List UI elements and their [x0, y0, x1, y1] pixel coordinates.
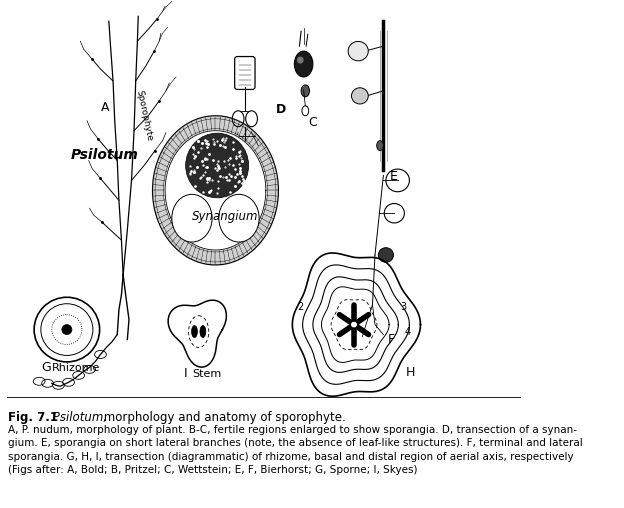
Text: I: I — [183, 367, 187, 380]
Polygon shape — [293, 253, 421, 396]
Ellipse shape — [200, 326, 206, 337]
Text: C: C — [309, 116, 318, 129]
Polygon shape — [168, 300, 227, 367]
Text: A: A — [100, 101, 109, 114]
Polygon shape — [165, 131, 266, 250]
Text: G: G — [42, 361, 51, 374]
Text: (Figs after: A, Bold; B, Pritzel; C, Wettstein; E, F, Bierhorst; G, Sporne; I, S: (Figs after: A, Bold; B, Pritzel; C, Wet… — [8, 465, 417, 475]
Text: gium. E, sporangia on short lateral branches (note, the absence of leaf-like str: gium. E, sporangia on short lateral bran… — [8, 438, 583, 449]
Ellipse shape — [297, 56, 304, 64]
Ellipse shape — [172, 195, 212, 242]
Text: Sporophyte: Sporophyte — [134, 89, 154, 142]
Text: E: E — [390, 170, 398, 183]
Circle shape — [351, 88, 368, 104]
Text: D: D — [276, 103, 286, 116]
Text: A, P. nudum, morphology of plant. B-C, fertile regions enlarged to show sporangi: A, P. nudum, morphology of plant. B-C, f… — [8, 425, 577, 435]
Text: Stem: Stem — [192, 369, 222, 379]
Text: F: F — [388, 333, 395, 345]
Ellipse shape — [377, 141, 383, 150]
Text: Rhizome: Rhizome — [52, 363, 100, 373]
Text: sporangia. G, H, I, transection (diagrammatic) of rhizome, basal and distal regi: sporangia. G, H, I, transection (diagram… — [8, 452, 573, 462]
Ellipse shape — [219, 195, 259, 242]
Text: 4: 4 — [404, 327, 411, 337]
Text: B: B — [235, 148, 243, 162]
Ellipse shape — [62, 325, 72, 335]
Ellipse shape — [186, 133, 248, 198]
Circle shape — [351, 322, 358, 328]
Circle shape — [378, 248, 394, 262]
Ellipse shape — [295, 51, 313, 77]
Ellipse shape — [301, 85, 310, 97]
Text: 2: 2 — [297, 302, 303, 312]
Text: Synangium: Synangium — [192, 210, 258, 223]
Text: Psilotum,: Psilotum, — [49, 411, 107, 424]
Circle shape — [348, 41, 368, 61]
Ellipse shape — [192, 326, 197, 337]
Text: Fig. 7.1: Fig. 7.1 — [8, 411, 58, 424]
Text: H: H — [406, 366, 416, 379]
Polygon shape — [152, 116, 278, 265]
Text: Psilotum: Psilotum — [71, 147, 138, 162]
Text: morphology and anatomy of sporophyte.: morphology and anatomy of sporophyte. — [100, 411, 346, 424]
Text: 3: 3 — [400, 302, 406, 312]
